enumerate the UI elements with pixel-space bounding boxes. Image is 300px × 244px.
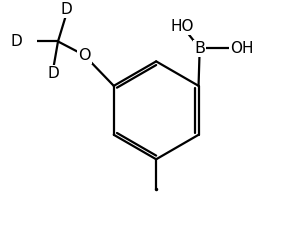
Text: OH: OH <box>230 41 254 56</box>
Text: B: B <box>194 41 205 56</box>
Text: HO: HO <box>171 19 194 34</box>
Text: D: D <box>48 66 59 81</box>
Text: D: D <box>60 2 72 17</box>
Text: O: O <box>78 48 90 63</box>
Text: D: D <box>11 34 23 49</box>
